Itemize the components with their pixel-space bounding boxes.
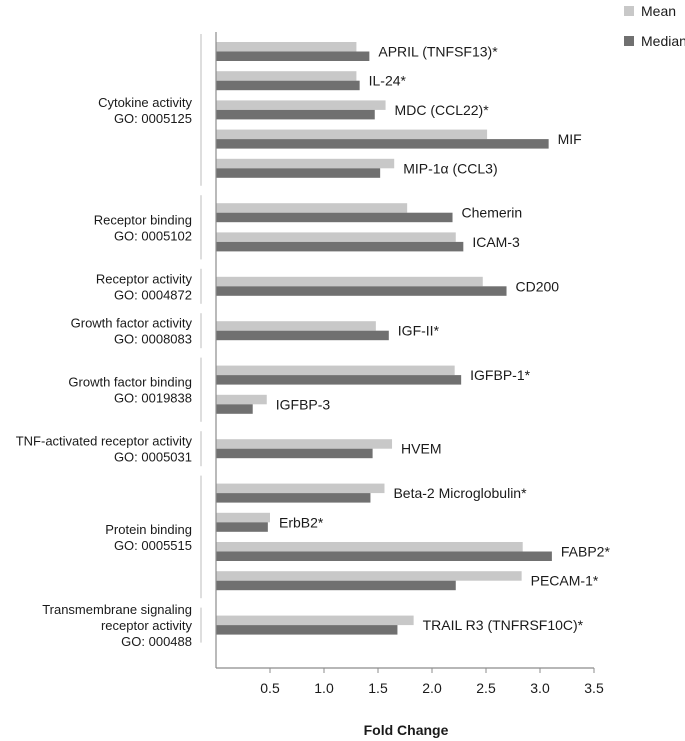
bar-mean	[216, 366, 455, 376]
group-label: receptor activity	[101, 618, 193, 633]
bar-mean	[216, 513, 270, 523]
group-label: GO: 0005031	[114, 450, 192, 465]
bar-mean	[216, 203, 407, 213]
bar-label: FABP2*	[561, 544, 611, 560]
bar-mean	[216, 542, 523, 552]
bar-label: TRAIL R3 (TNFRSF10C)*	[423, 617, 584, 633]
bar-median	[216, 552, 552, 562]
bar-mean	[216, 395, 267, 405]
bars	[216, 42, 552, 635]
bar-median	[216, 449, 373, 459]
group-label: GO: 0019838	[114, 391, 192, 406]
bar-label: IGFBP-1*	[470, 367, 530, 383]
bar-mean	[216, 232, 456, 242]
bar-label: APRIL (TNFSF13)*	[378, 44, 498, 60]
group-label: Receptor activity	[96, 271, 193, 286]
group-label: Protein binding	[105, 522, 192, 537]
bar-label: MDC (CCL22)*	[395, 102, 490, 118]
bar-median	[216, 110, 375, 120]
bar-median	[216, 625, 397, 635]
bar-label: ErbB2*	[279, 514, 324, 530]
bar-label: CD200	[516, 278, 560, 294]
bar-label: IL-24*	[369, 73, 407, 89]
x-tick-label: 3.5	[584, 680, 604, 696]
group-label: Transmembrane signaling	[42, 602, 192, 617]
bar-label: PECAM-1*	[531, 573, 599, 589]
bar-median	[216, 331, 389, 341]
bar-label: HVEM	[401, 441, 441, 457]
bar-mean	[216, 321, 376, 331]
bar-median	[216, 375, 461, 385]
bar-mean	[216, 439, 392, 449]
group-label: GO: 000488	[121, 634, 192, 649]
group-label: Cytokine activity	[98, 95, 192, 110]
legend-swatch-median	[624, 36, 634, 46]
x-tick-label: 2.5	[476, 680, 496, 696]
group-label: GO: 0004872	[114, 287, 192, 302]
bar-mean	[216, 71, 356, 81]
bar-median	[216, 213, 453, 223]
group-label: TNF-activated receptor activity	[16, 434, 193, 449]
bar-label: MIF	[558, 131, 582, 147]
group-label: GO: 0005125	[114, 111, 192, 126]
bar-median	[216, 139, 549, 149]
chart-legend: Mean Median	[624, 3, 685, 49]
group-label: GO: 0005102	[114, 228, 192, 243]
bar-mean	[216, 571, 522, 581]
x-tick-label: 2.0	[422, 680, 442, 696]
bar-mean	[216, 100, 386, 110]
bar-median	[216, 522, 268, 532]
x-axis-label: Fold Change	[364, 722, 449, 738]
bar-label: Chemerin	[462, 205, 523, 221]
bar-median	[216, 286, 507, 296]
legend-label-median: Median	[641, 33, 685, 49]
legend-label-mean: Mean	[641, 3, 676, 19]
group-label: GO: 0005515	[114, 538, 192, 553]
group-label: Growth factor binding	[68, 375, 192, 390]
legend-swatch-mean	[624, 6, 634, 16]
group-label: Receptor binding	[94, 212, 192, 227]
x-tick-label: 0.5	[260, 680, 280, 696]
bar-median	[216, 81, 360, 91]
bar-label: Beta-2 Microglobulin*	[393, 485, 527, 501]
bar-median	[216, 404, 253, 414]
x-tick-label: 1.5	[368, 680, 388, 696]
x-tick-label: 1.0	[314, 680, 334, 696]
bar-median	[216, 168, 380, 178]
bar-label: IGF-II*	[398, 323, 440, 339]
bar-mean	[216, 42, 356, 52]
bar-mean	[216, 159, 394, 169]
group-labels: Cytokine activityGO: 0005125 Receptor bin…	[16, 34, 201, 649]
bar-mean	[216, 130, 487, 140]
bar-median	[216, 242, 463, 252]
group-label: GO: 0008083	[114, 332, 192, 347]
bar-mean	[216, 616, 414, 626]
bar-median	[216, 52, 369, 62]
bar-label: IGFBP-3	[276, 396, 331, 412]
x-tick-label: 3.0	[530, 680, 550, 696]
bar-mean	[216, 277, 483, 287]
group-label: Growth factor activity	[71, 316, 193, 331]
bar-label: MIP-1α (CCL3)	[403, 160, 497, 176]
bar-label: ICAM-3	[472, 234, 520, 250]
bar-median	[216, 493, 370, 503]
bar-median	[216, 581, 456, 591]
bar-mean	[216, 484, 384, 494]
